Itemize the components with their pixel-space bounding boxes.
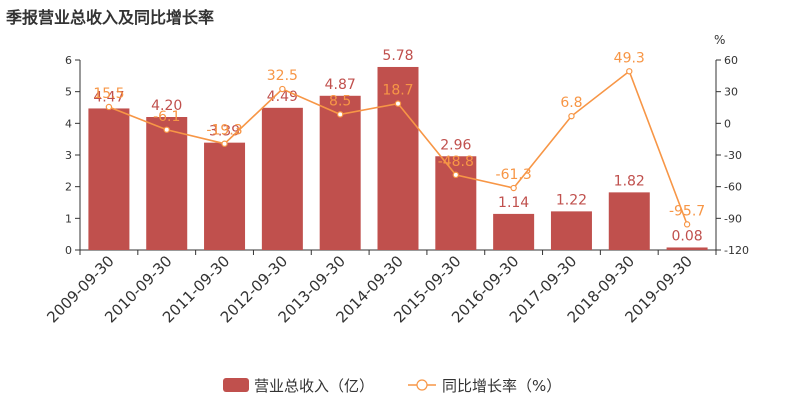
- line-data-label: -61.3: [496, 167, 532, 183]
- legend-circle-icon: [416, 379, 428, 391]
- bar[interactable]: [608, 192, 650, 250]
- chart-title: 季报营业总收入及同比增长率: [6, 8, 215, 27]
- line-data-label: 6.8: [560, 95, 582, 111]
- y-right-unit: %: [714, 33, 725, 47]
- bar[interactable]: [666, 247, 708, 250]
- line-data-label: -95.7: [669, 203, 705, 219]
- line-data-label: 8.5: [329, 93, 351, 109]
- y-left-tick-label: 2: [65, 181, 72, 194]
- bar[interactable]: [319, 95, 361, 251]
- line-data-label: -19.3: [206, 123, 242, 139]
- bar[interactable]: [435, 156, 477, 250]
- bar-data-label: 4.87: [325, 77, 356, 93]
- y-right-tick-label: 60: [724, 54, 738, 67]
- bar-data-label: 2.96: [440, 137, 471, 153]
- bar[interactable]: [550, 211, 592, 250]
- y-right-tick-label: -120: [724, 244, 749, 257]
- legend-label-growth: 同比增长率（%）: [442, 377, 561, 395]
- legend-bar-swatch: [223, 378, 249, 392]
- line-series-group: [105, 68, 691, 228]
- bar[interactable]: [146, 117, 188, 250]
- legend[interactable]: 营业总收入（亿） 同比增长率（%）: [223, 377, 561, 395]
- bar-data-label: 0.08: [672, 228, 703, 244]
- line-data-label: -48.8: [438, 154, 474, 170]
- y-right-tick-label: 30: [724, 86, 738, 99]
- line-data-label: 32.5: [267, 68, 298, 84]
- legend-item-growth[interactable]: 同比增长率（%）: [408, 377, 561, 395]
- line-point[interactable]: [163, 126, 170, 133]
- line-point[interactable]: [452, 171, 460, 179]
- bar-data-label: 4.20: [151, 98, 182, 114]
- line-data-label: 49.3: [614, 50, 645, 66]
- bar[interactable]: [493, 213, 535, 250]
- legend-label-revenue: 营业总收入（亿）: [254, 377, 374, 395]
- line-data-label: 18.7: [382, 83, 413, 99]
- bar[interactable]: [377, 66, 419, 250]
- y-left-tick-label: 4: [65, 117, 72, 130]
- line-point[interactable]: [336, 111, 344, 118]
- line-data-label: 15.5: [93, 86, 124, 102]
- bar-data-label: 1.22: [556, 192, 587, 208]
- bar-data-label: 5.78: [382, 48, 413, 64]
- line-point[interactable]: [394, 100, 402, 107]
- y-left-tick-label: 1: [65, 212, 72, 225]
- y-right-tick-label: 0: [724, 117, 731, 130]
- y-right-tick-label: -30: [724, 149, 742, 162]
- y-left-tick-label: 5: [65, 86, 72, 99]
- bars-group: [88, 66, 708, 251]
- y-left-tick-label: 3: [65, 149, 72, 162]
- bar[interactable]: [261, 107, 303, 250]
- line-labels-group: 15.5 -6.1 -19.3 32.5 8.5 18.7 -48.8 -61.3 6.8 49.…: [93, 50, 705, 219]
- bar[interactable]: [88, 108, 130, 250]
- y-right-tick-label: -60: [724, 181, 742, 194]
- line-point[interactable]: [221, 140, 228, 147]
- line-point[interactable]: [568, 112, 575, 120]
- bar[interactable]: [204, 142, 246, 250]
- line-point[interactable]: [510, 184, 517, 192]
- bar-data-label: 4.47: [93, 89, 124, 105]
- line-point[interactable]: [105, 103, 113, 111]
- line-point[interactable]: [279, 85, 286, 93]
- y-right-tick-label: -90: [724, 212, 742, 225]
- y-left-tick-label: 6: [65, 54, 72, 67]
- line-point[interactable]: [683, 221, 691, 228]
- line-point[interactable]: [626, 68, 633, 75]
- line-data-label: -6.1: [153, 109, 180, 125]
- y-left-tick-label: 0: [65, 244, 72, 257]
- bar-data-label: 1.82: [614, 173, 645, 189]
- bar-data-label: 1.14: [498, 195, 529, 211]
- legend-item-revenue[interactable]: 营业总收入（亿）: [223, 377, 374, 395]
